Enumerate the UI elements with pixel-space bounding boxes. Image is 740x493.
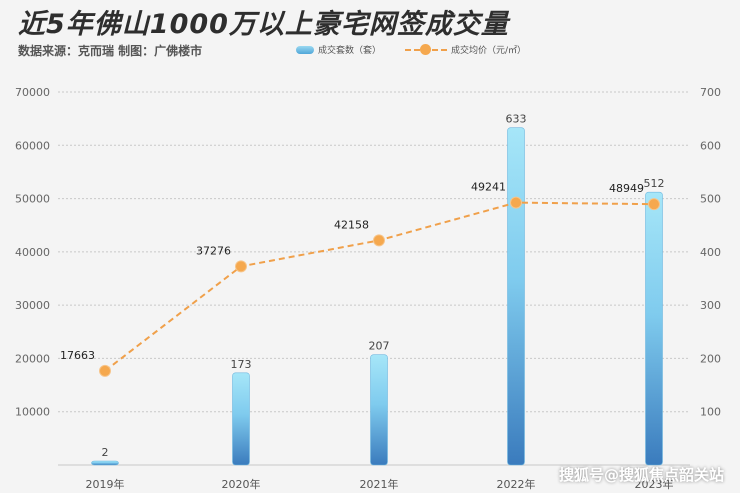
- y-left-tick-label: 50000: [15, 193, 50, 206]
- bar-value-label: 633: [506, 113, 527, 126]
- legend: 成交套数（套） 成交均价（元/㎡）: [296, 43, 550, 56]
- bar: [370, 354, 388, 466]
- y-left-tick-label: 30000: [15, 299, 50, 312]
- y-right-tick-label: 100: [700, 406, 721, 419]
- price-point: [510, 196, 522, 209]
- bar: [232, 372, 250, 466]
- price-point: [235, 260, 247, 273]
- price-value-label: 17663: [60, 349, 95, 362]
- y-right-tick-label: 400: [700, 246, 721, 259]
- bar-value-label: 512: [644, 177, 665, 190]
- bar-value-label: 207: [369, 340, 390, 353]
- price-value-label: 37276: [196, 244, 231, 257]
- x-tick-label: 2019年: [86, 477, 125, 491]
- legend-bar-entry: 成交套数（套）: [296, 43, 381, 56]
- y-right-tick-label: 500: [700, 193, 721, 206]
- x-tick-label: 2023年: [635, 477, 674, 491]
- bar-value-label: 2: [102, 446, 109, 459]
- legend-line-entry: 成交均价（元/㎡）: [405, 43, 526, 56]
- x-tick-label: 2021年: [360, 477, 399, 491]
- price-point: [99, 364, 111, 377]
- chart-subtitle: 数据来源：克而瑞 制图：广佛楼市: [18, 44, 203, 58]
- price-value-label: 48949: [609, 182, 644, 195]
- y-right-tick-label: 300: [700, 299, 721, 312]
- bar-value-label: 173: [231, 358, 252, 371]
- chart-title: 近5年佛山1000万以上豪宅网签成交量: [18, 9, 509, 40]
- x-tick-label: 2022年: [497, 477, 536, 491]
- bar: [91, 460, 119, 466]
- y-left-tick-label: 10000: [15, 406, 50, 419]
- y-right-tick-label: 600: [700, 139, 721, 152]
- legend-line-swatch: [405, 43, 448, 56]
- legend-bar-label: 成交套数（套）: [318, 46, 382, 56]
- price-point: [373, 234, 385, 247]
- y-left-tick-label: 70000: [15, 86, 50, 99]
- price-value-label: 42158: [334, 218, 369, 231]
- y-right-tick-label: 200: [700, 352, 721, 365]
- y-right-tick-label: 700: [700, 86, 721, 99]
- legend-bar-swatch: [296, 45, 314, 54]
- legend-line-label: 成交均价（元/㎡）: [451, 46, 527, 56]
- y-left-tick-label: 20000: [15, 352, 50, 365]
- x-tick-label: 2020年: [222, 477, 261, 491]
- y-left-tick-label: 40000: [15, 246, 50, 259]
- price-point: [648, 198, 660, 211]
- price-value-label: 49241: [471, 181, 506, 194]
- y-left-tick-label: 60000: [15, 139, 50, 152]
- bar: [645, 191, 663, 466]
- watermark: 搜狐号@搜狐焦点韶关站: [558, 466, 724, 484]
- bar: [507, 127, 525, 466]
